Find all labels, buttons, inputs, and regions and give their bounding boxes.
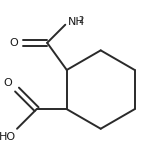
Text: 2: 2 [79,16,84,25]
Text: NH: NH [68,17,85,27]
Text: HO: HO [0,132,15,142]
Text: O: O [10,38,19,48]
Text: O: O [4,78,13,88]
